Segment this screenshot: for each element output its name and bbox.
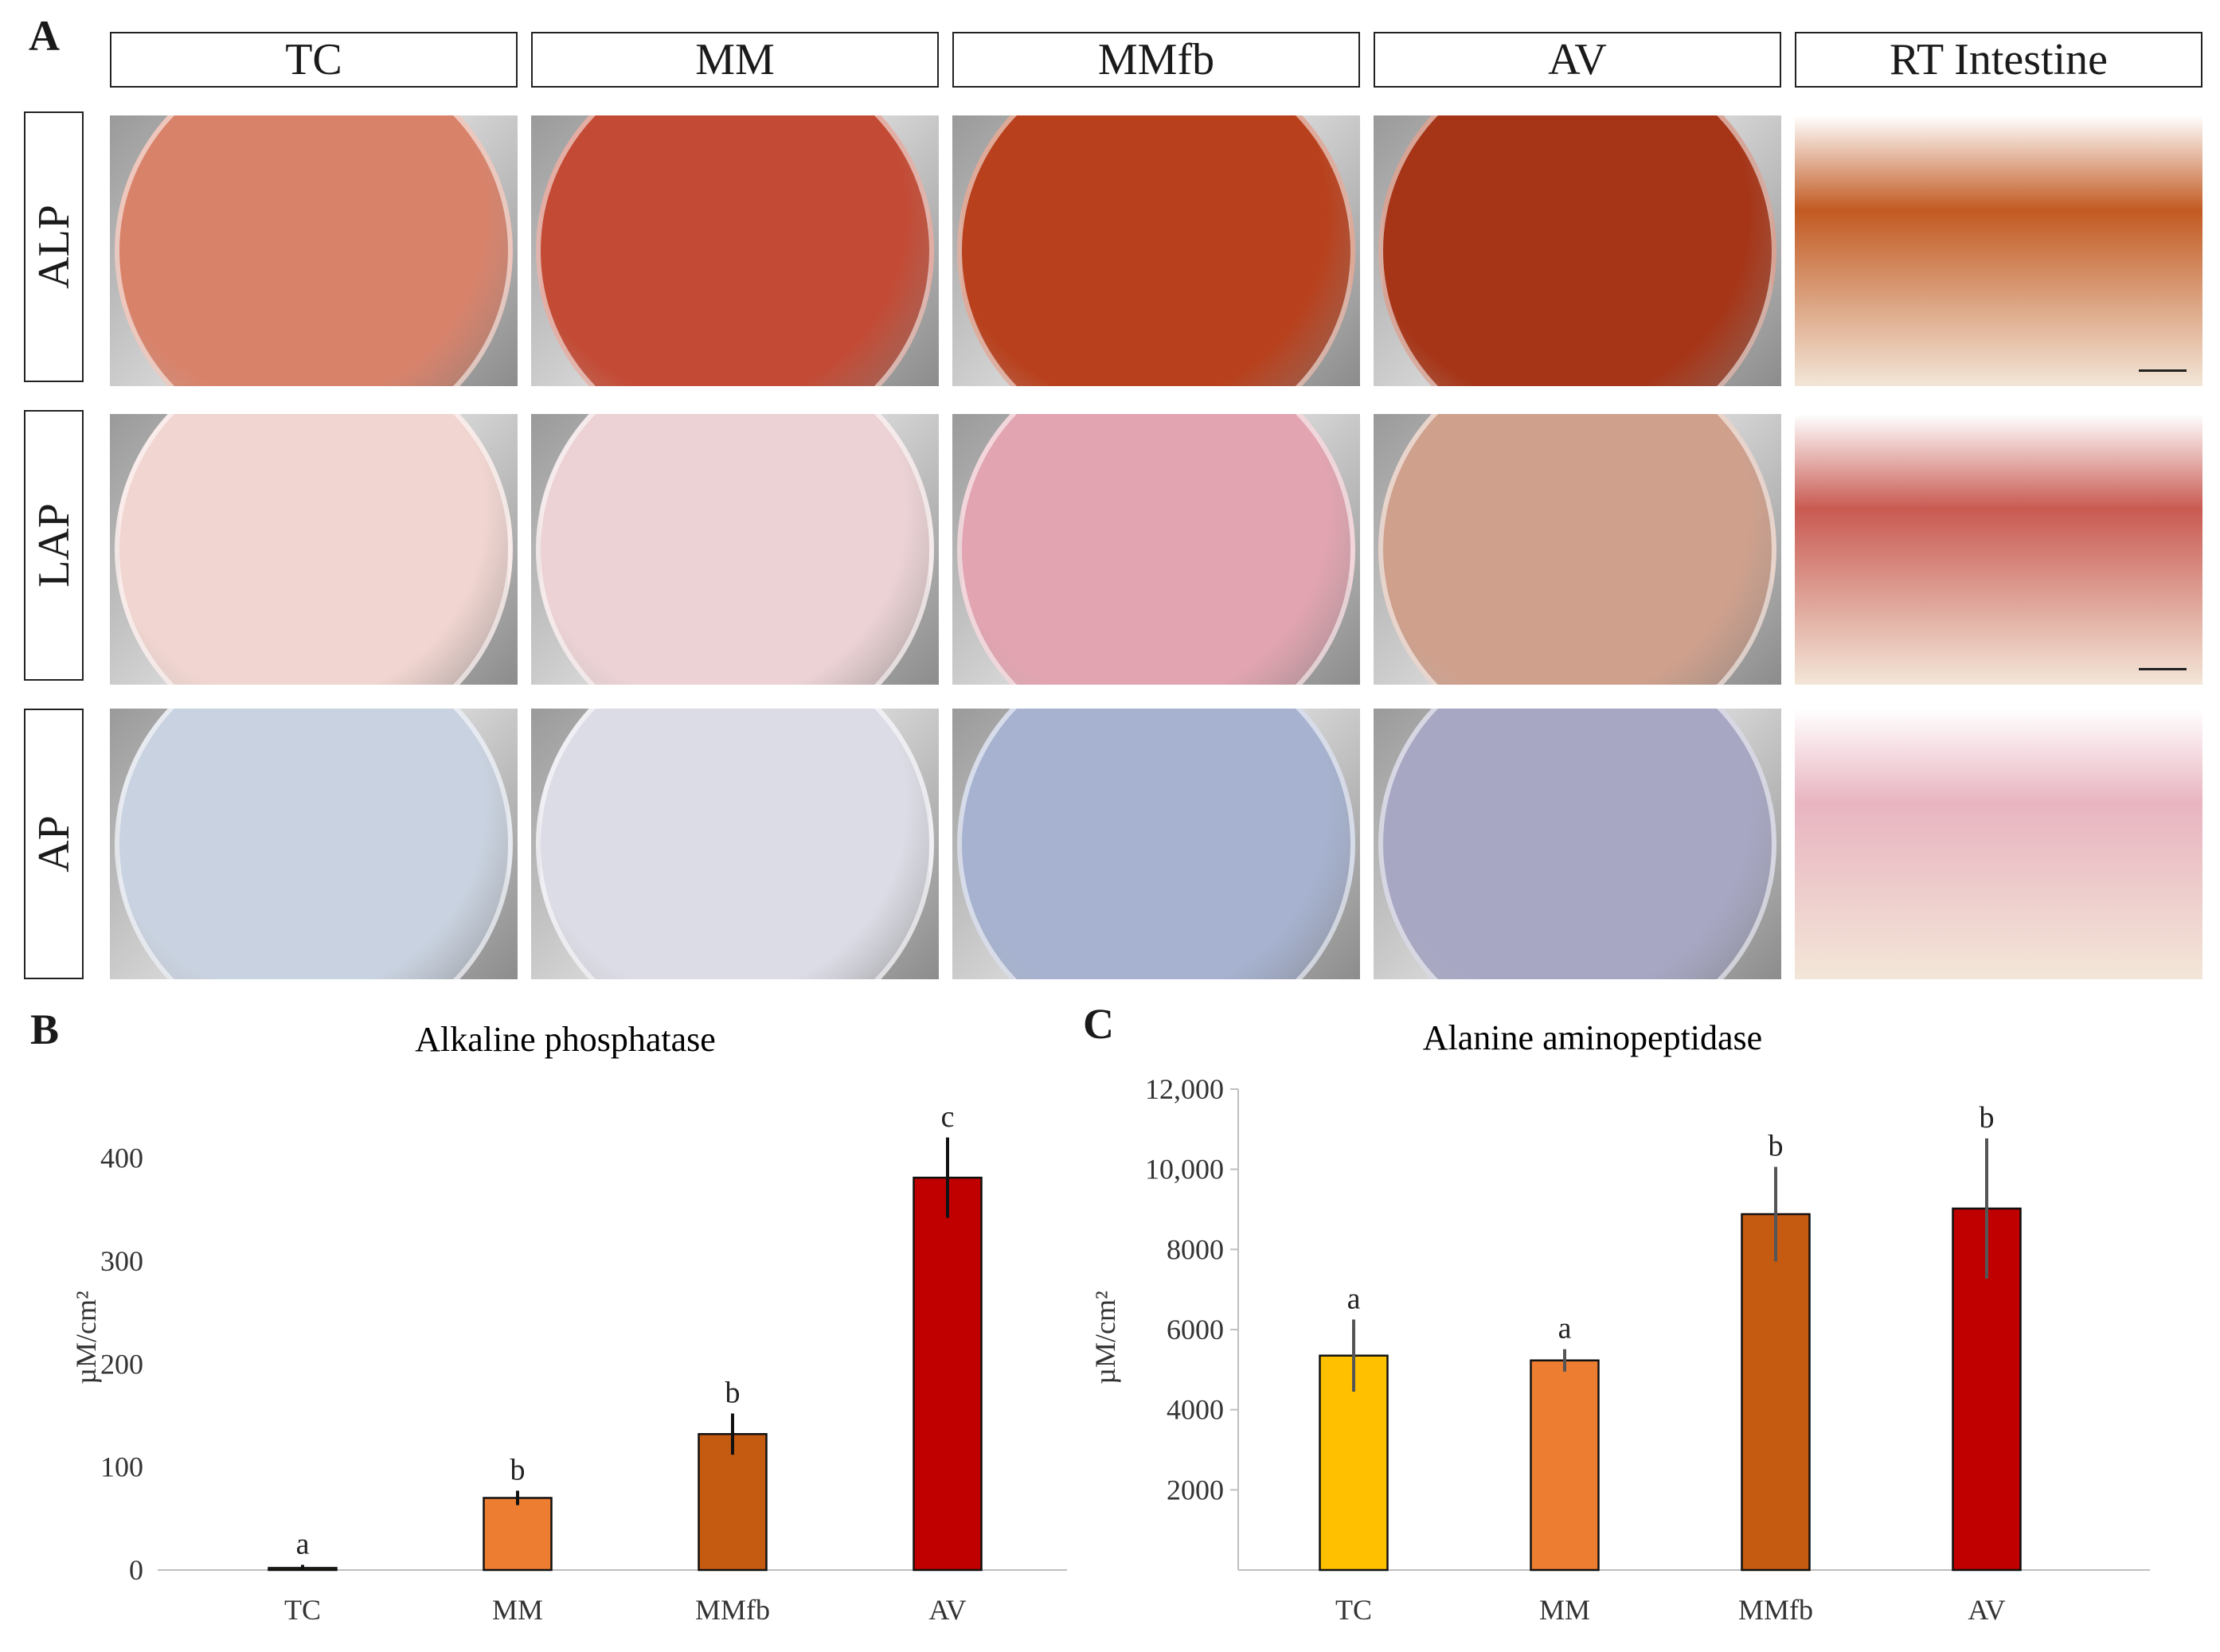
scale-bar: [2139, 668, 2187, 670]
chart1-category-mmfb: MMfb: [695, 1594, 770, 1626]
panel-label-c: C: [1083, 1000, 1114, 1048]
chart1-bar-mmfb: [698, 1433, 768, 1572]
chart2-significance-tc: a: [1347, 1282, 1361, 1315]
chart2-category-av: AV: [1968, 1594, 2005, 1626]
culture-well: [115, 709, 513, 979]
culture-well: [1378, 414, 1776, 685]
chart2-significance-mm: a: [1558, 1312, 1572, 1345]
chart2-category-mm: MM: [1539, 1594, 1590, 1626]
culture-well: [1378, 115, 1776, 386]
panel-label-a: A: [29, 12, 60, 60]
chart1-title: Alkaline phosphatase: [415, 1020, 716, 1059]
chart2-y-tick-label: 2000: [1167, 1474, 1224, 1506]
chart1-y-tick-label: 200: [100, 1348, 143, 1380]
chart2-y-tick-label: 8000: [1167, 1233, 1224, 1265]
chart1-y-tick-label: 300: [100, 1245, 143, 1277]
micrograph-ap-mm: [531, 709, 939, 979]
chart1-bar-mm: [483, 1497, 553, 1572]
chart2-significance-av: b: [1980, 1101, 1995, 1135]
chart2-significance-mmfb: b: [1769, 1130, 1784, 1163]
micrograph-alp-av: [1374, 115, 1781, 386]
chart1-significance-tc: a: [296, 1528, 310, 1561]
culture-well: [536, 709, 934, 979]
culture-well: [957, 115, 1355, 386]
chart2-category-mmfb: MMfb: [1738, 1594, 1813, 1626]
micrograph-lap-mm: [531, 414, 939, 685]
chart1-y-tick-label: 400: [100, 1142, 143, 1174]
row-header-ap: AP: [24, 709, 84, 979]
micrograph-ap-av: [1374, 709, 1781, 979]
micrograph-lap-av: [1374, 414, 1781, 685]
column-header-mm: MM: [531, 32, 939, 88]
micrograph-alp-tc: [110, 115, 518, 386]
chart1-significance-mm: b: [510, 1453, 526, 1486]
chart2-y-tick-label: 12,000: [1145, 1073, 1224, 1105]
scale-bar: [2139, 369, 2187, 372]
panel-label-b: B: [30, 1006, 60, 1053]
row-header-lap: LAP: [24, 410, 84, 681]
row-header-alp: ALP: [24, 111, 84, 382]
chart1-category-av: AV: [928, 1594, 966, 1626]
chart1-category-tc: TC: [284, 1594, 321, 1626]
chart1-significance-av: c: [941, 1100, 955, 1134]
micrograph-alp-mmfb: [952, 115, 1360, 386]
micrograph-lap-mmfb: [952, 414, 1360, 685]
chart2-bar-mm: [1530, 1359, 1600, 1572]
culture-well: [957, 709, 1355, 979]
micrograph-ap-mmfb: [952, 709, 1360, 979]
micrograph-alp-rt-intestine: [1795, 115, 2202, 386]
chart2-y-tick-label: 6000: [1167, 1314, 1224, 1345]
micrograph-ap-rt-intestine: [1795, 709, 2202, 979]
culture-well: [957, 414, 1355, 685]
micrograph-lap-tc: [110, 414, 518, 685]
culture-well: [115, 414, 513, 685]
chart2-y-axis-label: µM/cm²: [1089, 1291, 1121, 1384]
chart2-y-tick-label: 10,000: [1145, 1154, 1224, 1185]
column-header-mmfb: MMfb: [952, 32, 1360, 88]
chart1-significance-mmfb: b: [725, 1376, 741, 1409]
chart1-y-tick-label: 100: [100, 1451, 143, 1483]
chart2-bar-mmfb: [1741, 1213, 1811, 1572]
chart2-title: Alanine aminopeptidase: [1423, 1018, 1762, 1057]
culture-well: [536, 414, 934, 685]
chart1-category-mm: MM: [492, 1594, 543, 1626]
micrograph-alp-mm: [531, 115, 939, 386]
chart2-y-tick-label: 4000: [1167, 1394, 1224, 1426]
culture-well: [536, 115, 934, 386]
micrograph-ap-tc: [110, 709, 518, 979]
column-header-tc: TC: [110, 32, 518, 88]
chart1-y-tick-label: 0: [129, 1554, 143, 1586]
chart1-bar-av: [913, 1176, 983, 1572]
column-header-av: AV: [1374, 32, 1781, 88]
micrograph-lap-rt-intestine: [1795, 414, 2202, 685]
column-header-rt-intestine: RT Intestine: [1795, 32, 2202, 88]
chart1-y-axis-label: µM/cm²: [70, 1291, 102, 1384]
culture-well: [115, 115, 513, 386]
culture-well: [1378, 709, 1776, 979]
chart2-category-tc: TC: [1335, 1594, 1372, 1626]
